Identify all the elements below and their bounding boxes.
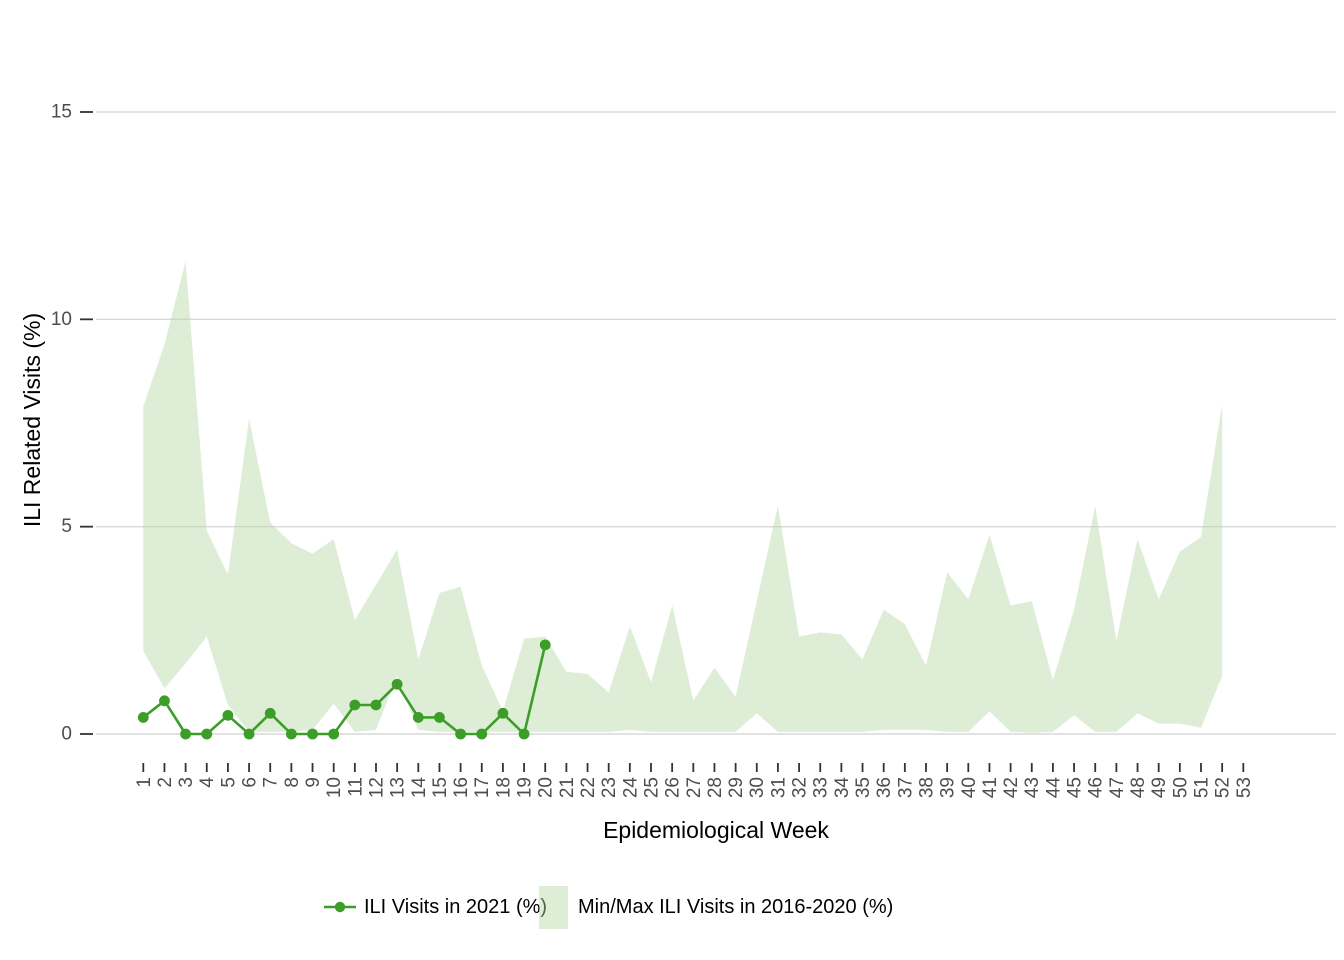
data-point-week-13	[391, 678, 403, 690]
y-tick-label: 0	[61, 724, 72, 745]
line-layer	[137, 639, 551, 740]
x-tick-label-week-18: 18	[493, 777, 514, 798]
x-tick-label-week-12: 12	[366, 777, 387, 798]
x-tick-label-week-30: 30	[747, 777, 768, 798]
data-point-week-14	[412, 712, 424, 723]
x-tick-label-week-48: 48	[1128, 777, 1149, 798]
x-tick-label-week-46: 46	[1086, 777, 1107, 798]
y-tick-label: 5	[61, 516, 72, 537]
x-tick-label-week-45: 45	[1065, 777, 1086, 798]
x-tick-label-week-27: 27	[684, 777, 705, 798]
data-point-week-4	[201, 728, 213, 740]
data-point-week-12	[370, 699, 382, 711]
x-tick-label-week-11: 11	[345, 777, 366, 797]
x-tick-label-week-25: 25	[641, 777, 662, 798]
data-point-week-18	[497, 707, 509, 719]
x-tick-label-week-28: 28	[705, 777, 726, 798]
x-tick-label-week-42: 42	[1001, 777, 1022, 798]
data-point-week-8	[285, 728, 297, 740]
x-tick-label-week-53: 53	[1234, 777, 1255, 798]
x-tick-label-week-50: 50	[1170, 777, 1191, 798]
x-tick-label-week-16: 16	[451, 777, 472, 798]
data-point-week-6	[243, 728, 255, 740]
ribbon-layer	[143, 261, 1223, 733]
x-tick-label-week-10: 10	[324, 777, 345, 798]
x-tick-label-week-40: 40	[959, 777, 980, 798]
y-axis: 0 5 10 15	[51, 101, 93, 745]
x-tick-label-week-13: 13	[388, 777, 409, 798]
x-tick-label-week-35: 35	[853, 777, 874, 798]
data-point-week-3	[180, 728, 192, 740]
legend-label-2021: ILI Visits in 2021 (%)	[364, 896, 547, 918]
x-tick-label-week-44: 44	[1043, 777, 1064, 799]
data-point-week-10	[328, 728, 340, 740]
data-point-week-5	[222, 709, 234, 721]
x-tick-label-week-19: 19	[515, 777, 536, 798]
x-tick-label-week-47: 47	[1107, 777, 1128, 798]
x-tick-label-week-9: 9	[303, 777, 324, 788]
x-tick-label-week-23: 23	[599, 777, 620, 798]
x-tick-label-week-37: 37	[895, 777, 916, 798]
y-axis-title: ILI Related Visits (%)	[19, 313, 45, 527]
data-point-week-7	[264, 707, 276, 719]
data-point-week-19	[518, 728, 530, 740]
x-tick-label-week-17: 17	[472, 777, 493, 798]
x-tick-label-week-20: 20	[536, 777, 557, 798]
x-tick-label-week-29: 29	[726, 777, 747, 798]
y-tick-label: 10	[51, 309, 72, 330]
data-point-week-16	[455, 728, 467, 740]
data-point-week-2	[159, 695, 170, 707]
data-point-week-9	[307, 728, 318, 740]
x-tick-label-week-1: 1	[134, 777, 155, 788]
x-tick-label-week-14: 14	[409, 777, 430, 799]
legend-ribbon-key	[539, 886, 568, 929]
data-point-week-1	[137, 712, 149, 723]
x-tick-label-week-32: 32	[790, 777, 811, 798]
data-point-week-15	[434, 712, 445, 723]
x-tick-label-week-43: 43	[1022, 777, 1043, 798]
ribbon-minmax-2016-2020	[143, 261, 1223, 733]
data-point-week-17	[476, 728, 488, 740]
x-tick-label-week-39: 39	[938, 777, 959, 798]
x-tick-label-week-2: 2	[155, 777, 176, 788]
x-tick-label-week-7: 7	[261, 777, 282, 788]
x-tick-label-week-8: 8	[282, 777, 303, 788]
x-tick-label-week-52: 52	[1213, 777, 1234, 798]
x-tick-label-week-36: 36	[874, 777, 895, 798]
x-tick-label-week-24: 24	[620, 777, 641, 799]
x-tick-label-week-49: 49	[1149, 777, 1170, 798]
gridlines	[96, 111, 1336, 735]
x-tick-label-week-21: 21	[557, 777, 578, 798]
x-axis: 1 2 3 4 5 6 7 8 9 10 11 12 13 14 15 16 17 18 19 20 21 22 23 24 2…	[134, 763, 1255, 798]
x-tick-label-week-3: 3	[176, 777, 197, 788]
x-tick-label-week-26: 26	[663, 777, 684, 798]
x-tick-label-week-4: 4	[197, 777, 218, 788]
legend-dot-key	[334, 901, 346, 913]
x-tick-label-week-31: 31	[768, 777, 789, 798]
x-tick-label-week-34: 34	[832, 777, 853, 799]
legend-label-minmax: Min/Max ILI Visits in 2016-2020 (%)	[578, 896, 893, 918]
x-tick-label-week-38: 38	[916, 777, 937, 798]
data-point-week-20	[539, 639, 551, 651]
x-tick-label-week-51: 51	[1191, 777, 1212, 798]
legend: ILI Visits in 2021 (%) Min/Max ILI Visit…	[324, 886, 893, 929]
x-tick-label-week-6: 6	[240, 777, 261, 788]
x-tick-label-week-5: 5	[218, 777, 239, 788]
data-point-week-11	[349, 699, 361, 711]
x-tick-label-week-33: 33	[811, 777, 832, 798]
x-tick-label-week-41: 41	[980, 777, 1001, 798]
x-tick-label-week-15: 15	[430, 777, 451, 798]
x-tick-label-week-22: 22	[578, 777, 599, 798]
y-tick-label: 15	[51, 101, 72, 122]
x-axis-title: Epidemiological Week	[603, 817, 829, 843]
